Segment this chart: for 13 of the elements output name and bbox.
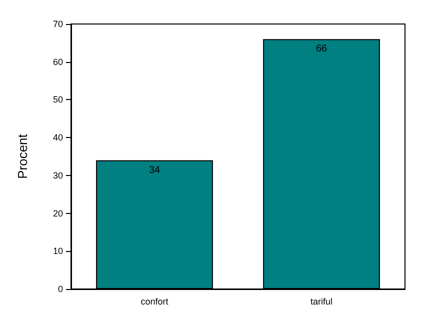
x-tick-label: tariful [310,296,333,306]
y-tick-label: 10 [52,246,63,256]
y-tick-label: 40 [52,132,63,143]
x-tick-label: confort [140,296,169,306]
y-axis-title: Procent [15,134,30,179]
y-tick-label: 0 [58,284,63,294]
y-tick-label: 20 [52,208,63,218]
y-tick-label: 60 [52,56,63,67]
y-tick-label: 30 [52,170,63,180]
data-label: 34 [148,164,160,176]
y-tick-label: 70 [52,19,63,29]
data-label: 66 [316,44,328,55]
y-tick-label: 50 [52,94,63,105]
